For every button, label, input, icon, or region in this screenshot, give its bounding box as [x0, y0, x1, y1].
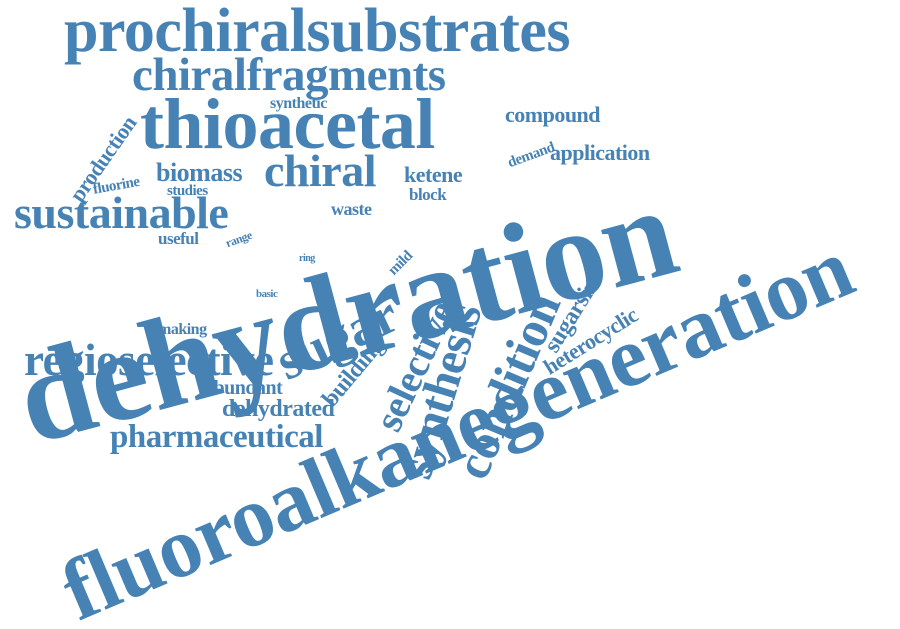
word-chiral: chiral [264, 145, 376, 196]
word-compound: compound [505, 102, 601, 127]
word-studies: studies [167, 183, 208, 199]
word-biomass: biomass [156, 158, 243, 187]
word-useful: useful [158, 229, 199, 248]
word-block: block [409, 185, 447, 204]
word-sustainable: sustainable [14, 187, 229, 238]
word-application: application [550, 140, 650, 165]
word-synthetic: synthetic [270, 95, 327, 112]
word-pharmaceutical: pharmaceutical [110, 419, 323, 455]
word-ketene: ketene [404, 162, 463, 187]
word-thioacetal: thioacetal [140, 84, 435, 164]
word-ring: ring [299, 253, 315, 264]
word-abundant: abundant [204, 377, 283, 399]
word-making: making [158, 321, 207, 338]
word-prochiralsubstrates: prochiralsubstrates [64, 0, 571, 65]
word-waste: waste [331, 199, 372, 219]
word-chiralfragments: chiralfragments [132, 49, 446, 101]
word-dehydrated: dehydrated [222, 396, 335, 422]
word-basic: basic [256, 288, 278, 300]
word-regioselective: regioselective [24, 335, 274, 385]
word-range: range [223, 227, 254, 251]
